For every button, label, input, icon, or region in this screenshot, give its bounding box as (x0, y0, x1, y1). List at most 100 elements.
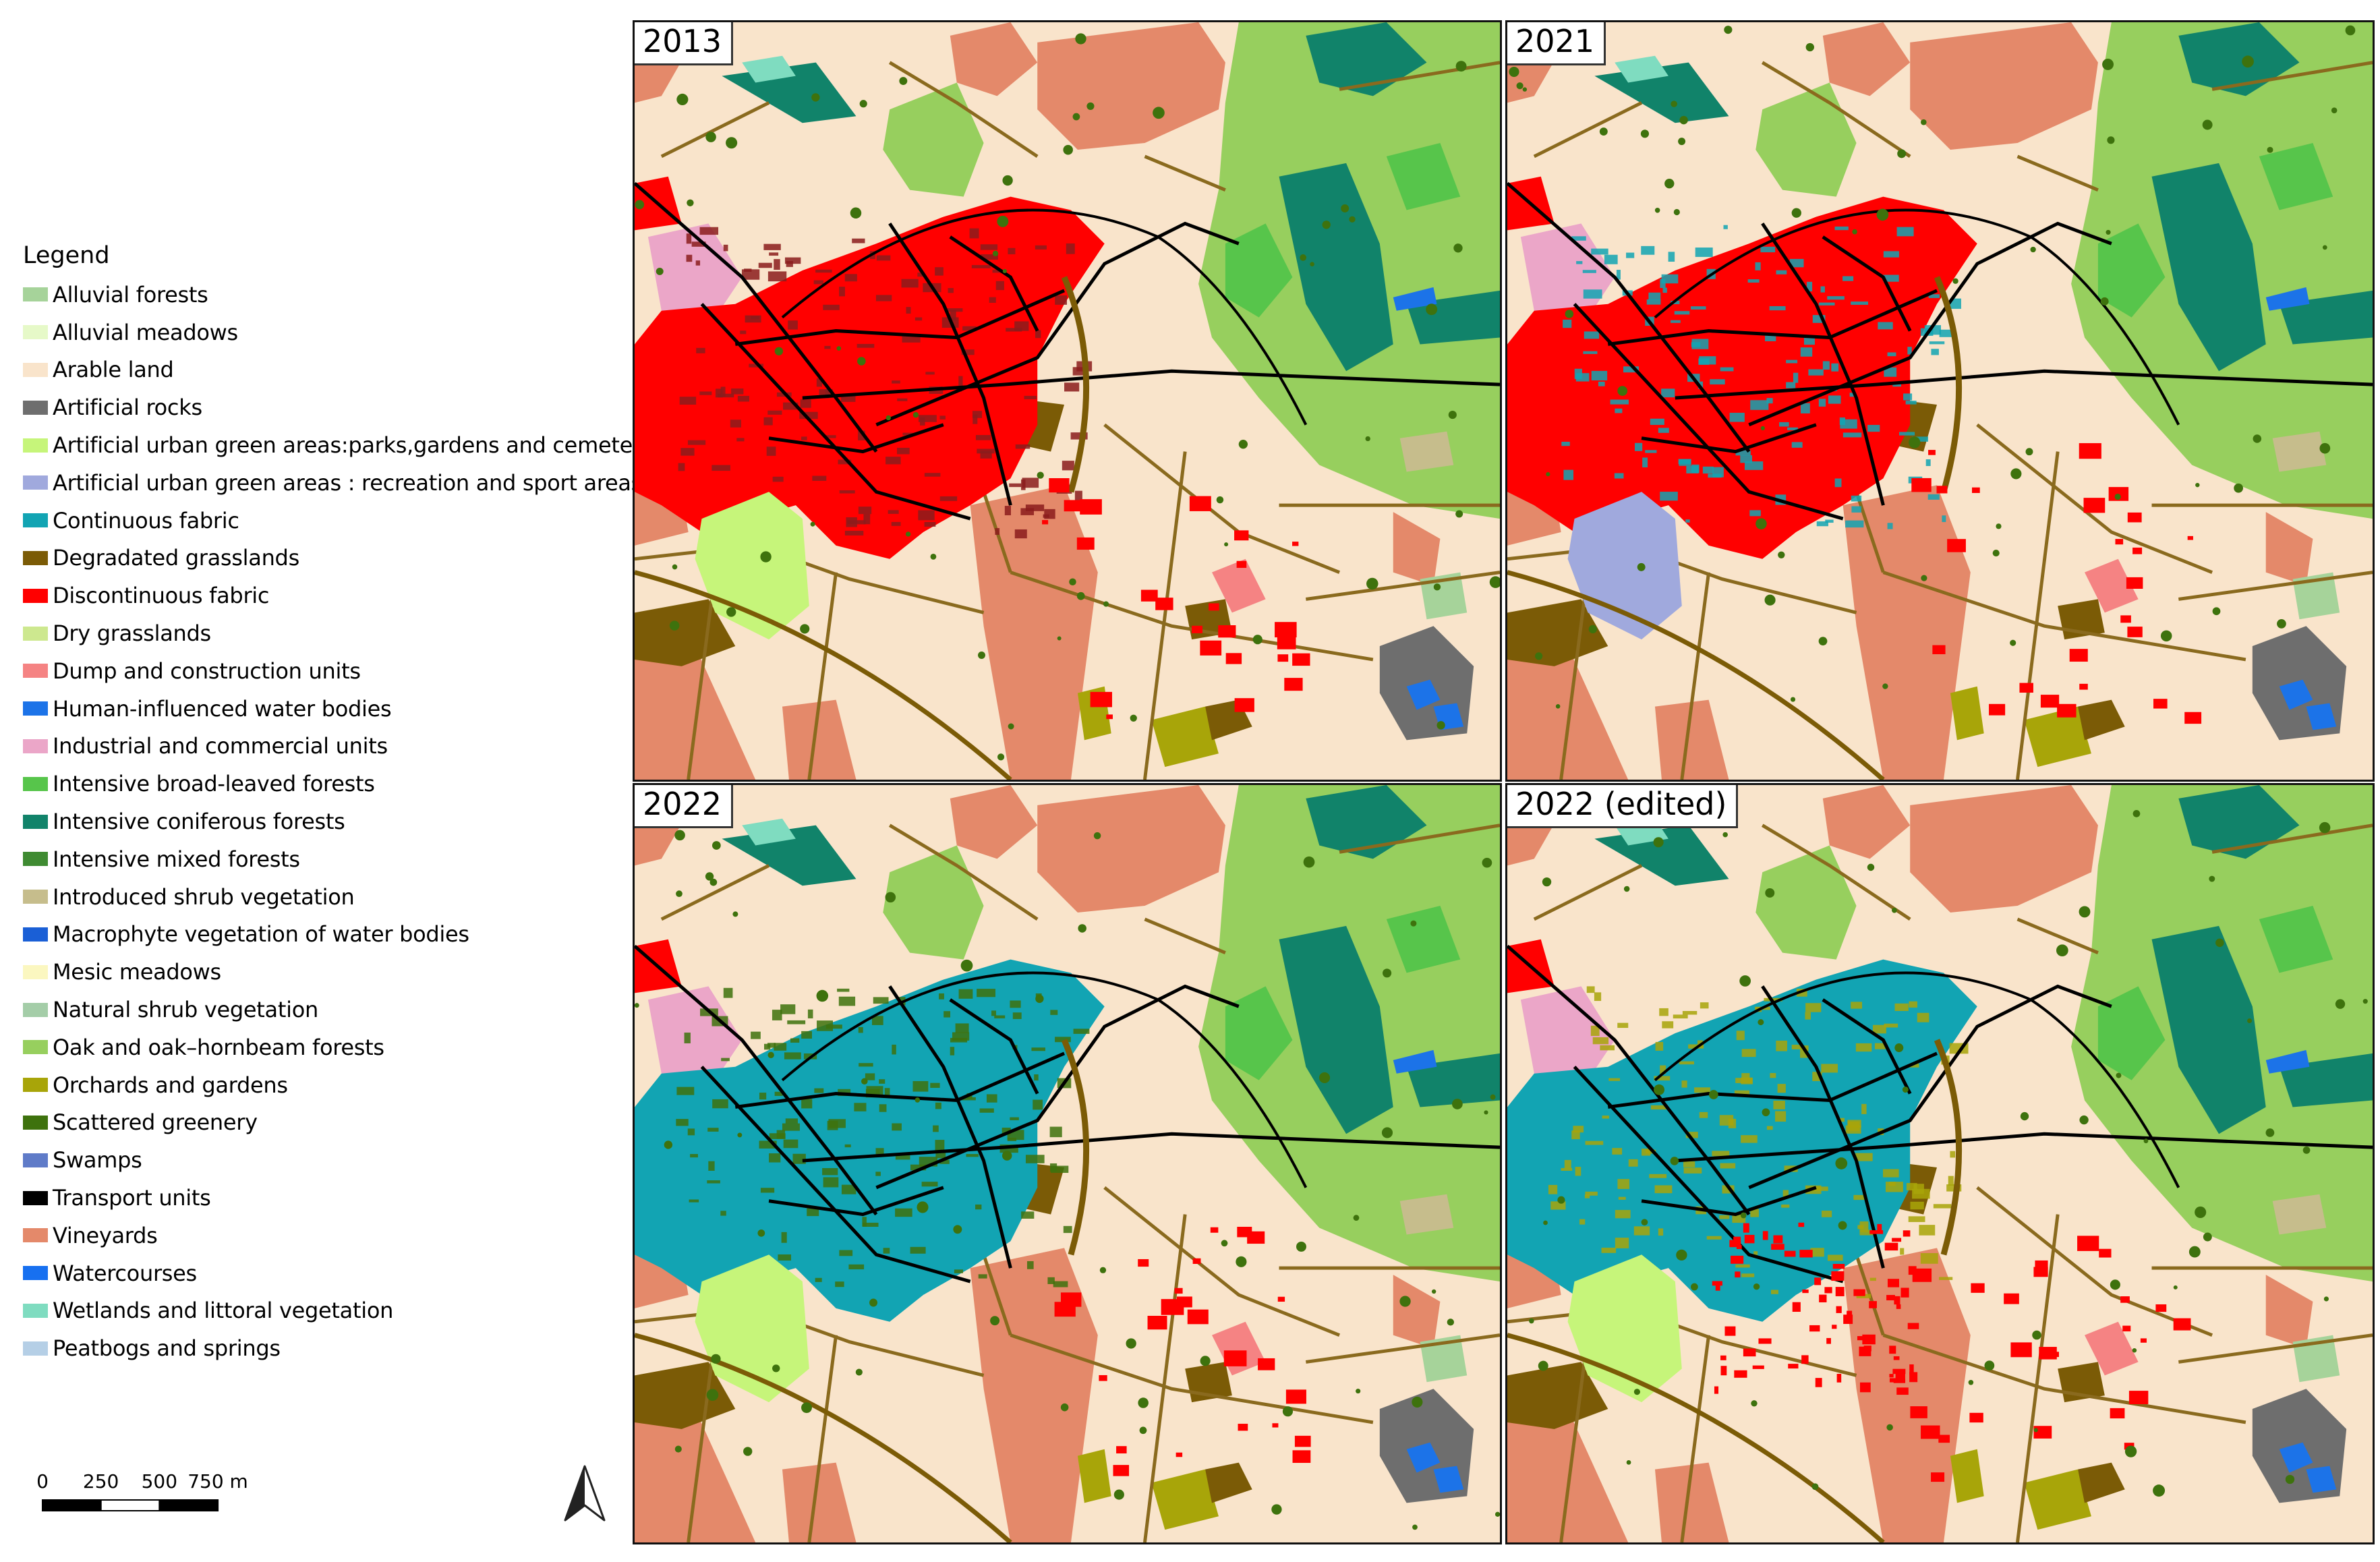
urban-patch (1223, 1350, 1247, 1366)
scale-tick-label: 750 m (187, 1470, 248, 1493)
urban-patch (2004, 1293, 2019, 1304)
urban-detail (1678, 459, 1691, 465)
greenery-dot (1764, 594, 1776, 606)
urban-detail (825, 1024, 842, 1029)
urban-patch (1736, 1245, 1742, 1250)
urban-detail (1736, 1031, 1745, 1041)
legend-label: Human-influenced water bodies (53, 695, 392, 722)
urban-detail (966, 1154, 979, 1157)
legend-label: Intensive coniferous forests (53, 809, 345, 835)
land-cover-patch (1950, 686, 1984, 741)
urban-patch (2120, 615, 2131, 623)
urban-detail (1820, 286, 1825, 293)
greenery-dot (855, 1368, 863, 1376)
urban-patch (1909, 1364, 1914, 1375)
legend-swatch (23, 1266, 48, 1281)
urban-detail (720, 386, 726, 397)
land-cover-patch (1406, 679, 1441, 710)
urban-patch (1859, 1382, 1871, 1393)
urban-detail (815, 1277, 822, 1282)
legend-swatch (23, 287, 48, 302)
greenery-dot (2116, 1072, 2122, 1078)
urban-detail (1791, 1045, 1803, 1049)
urban-detail (1821, 1064, 1838, 1073)
land-cover-patch (1654, 699, 1729, 780)
urban-detail (1851, 495, 1862, 502)
urban-detail (1939, 329, 1952, 337)
urban-detail (939, 1159, 950, 1164)
urban-detail (1043, 514, 1049, 518)
legend-swatch (23, 400, 48, 415)
urban-detail (991, 1010, 996, 1016)
urban-detail (1698, 358, 1710, 365)
greenery-dot (1353, 1215, 1360, 1221)
urban-detail (766, 446, 776, 456)
greenery-dot (1876, 208, 1889, 221)
urban-patch (1714, 1386, 1719, 1394)
urban-detail (1776, 270, 1787, 274)
greenery-dot (915, 1097, 921, 1103)
urban-patch (2127, 627, 2143, 637)
urban-detail (1766, 1126, 1773, 1130)
land-cover-patch (1393, 1049, 1437, 1074)
land-cover-patch (1910, 785, 2098, 913)
urban-detail (1753, 1251, 1758, 1255)
urban-patch (1054, 1302, 1076, 1317)
greenery-dot (1318, 1072, 1331, 1084)
land-cover-patch (782, 1462, 857, 1542)
greenery-dot (1992, 550, 2000, 557)
urban-detail (918, 510, 935, 521)
greenery-dot (1002, 268, 1007, 274)
urban-detail (1816, 521, 1828, 527)
urban-detail (1571, 236, 1586, 241)
urban-detail (879, 1079, 886, 1084)
legend-label: Degradated grasslands (53, 545, 299, 571)
legend-item: Artificial urban green areas:parks,garde… (23, 426, 671, 464)
urban-detail (680, 448, 695, 456)
urban-detail (1617, 1179, 1629, 1189)
greenery-dot (1200, 1356, 1211, 1366)
greenery-dot (1452, 1099, 1463, 1109)
greenery-dot (1599, 127, 1608, 136)
urban-detail (1021, 1211, 1035, 1219)
urban-detail (902, 336, 921, 343)
settlement-fabric (635, 196, 1105, 559)
urban-patch (2173, 1318, 2191, 1331)
urban-detail (875, 1172, 881, 1176)
urban-patch (1886, 1295, 1895, 1301)
urban-patch (1921, 1425, 1940, 1439)
greenery-dot (2195, 1206, 2207, 1218)
greenery-dot (1637, 562, 1646, 571)
urban-patch (1947, 539, 1966, 552)
urban-patch (1735, 1271, 1741, 1278)
land-cover-patch (2306, 1466, 2337, 1493)
urban-detail (1025, 504, 1045, 511)
greenery-dot (1236, 1256, 1247, 1267)
greenery-dot (1654, 208, 1660, 213)
urban-patch (1192, 625, 1202, 633)
field-boundary (807, 1335, 838, 1542)
urban-patch (1712, 1281, 1722, 1286)
greenery-dot (1516, 82, 1523, 90)
legend-item: Natural shrub vegetation (23, 991, 630, 1029)
urban-patch (1938, 1435, 1950, 1443)
greenery-dot (1555, 703, 1561, 709)
legend-title: Legend (23, 242, 110, 269)
urban-detail (841, 1184, 857, 1194)
greenery-dot (2302, 1147, 2311, 1154)
urban-detail (1006, 328, 1022, 332)
urban-detail (1939, 1277, 1953, 1280)
urban-detail (1909, 1001, 1917, 1008)
urban-patch (2140, 1338, 2147, 1343)
greenery-dot (1365, 436, 1370, 442)
land-cover-patch (1910, 22, 2098, 150)
urban-detail (1641, 245, 1655, 255)
urban-patch (1832, 1325, 1837, 1329)
urban-patch (1275, 622, 1297, 638)
urban-detail (948, 288, 954, 293)
urban-detail (844, 274, 857, 282)
greenery-dot (2020, 1111, 2029, 1121)
greenery-dot (1791, 208, 1801, 218)
field-boundary (660, 864, 770, 921)
greenery-dot (1617, 386, 1628, 396)
